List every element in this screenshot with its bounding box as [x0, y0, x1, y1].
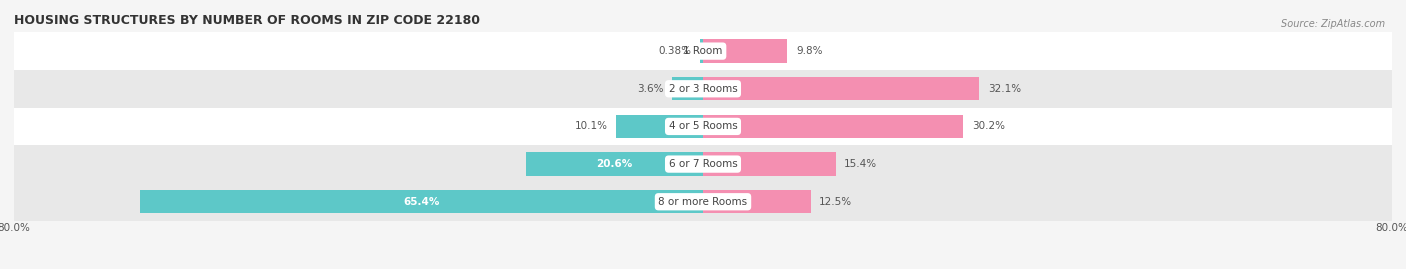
Bar — [703, 115, 963, 138]
Bar — [14, 32, 1392, 70]
Bar — [14, 145, 1392, 183]
Bar — [672, 77, 703, 100]
Text: 65.4%: 65.4% — [404, 197, 440, 207]
Text: 15.4%: 15.4% — [844, 159, 877, 169]
Bar — [703, 153, 835, 176]
Text: 9.8%: 9.8% — [796, 46, 823, 56]
Bar — [139, 190, 703, 213]
Bar — [700, 40, 703, 63]
Text: 20.6%: 20.6% — [596, 159, 633, 169]
Text: 0.38%: 0.38% — [658, 46, 692, 56]
Text: HOUSING STRUCTURES BY NUMBER OF ROOMS IN ZIP CODE 22180: HOUSING STRUCTURES BY NUMBER OF ROOMS IN… — [14, 14, 479, 27]
Text: 32.1%: 32.1% — [988, 84, 1021, 94]
Text: 4 or 5 Rooms: 4 or 5 Rooms — [669, 121, 737, 132]
Bar — [526, 153, 703, 176]
Text: 30.2%: 30.2% — [972, 121, 1005, 132]
Bar — [616, 115, 703, 138]
Bar — [703, 40, 787, 63]
Text: 3.6%: 3.6% — [637, 84, 664, 94]
Text: 6 or 7 Rooms: 6 or 7 Rooms — [669, 159, 737, 169]
Bar — [703, 77, 980, 100]
Text: 12.5%: 12.5% — [820, 197, 852, 207]
Bar — [14, 108, 1392, 145]
Text: 8 or more Rooms: 8 or more Rooms — [658, 197, 748, 207]
Text: Source: ZipAtlas.com: Source: ZipAtlas.com — [1281, 19, 1385, 29]
Bar — [703, 190, 811, 213]
Bar — [14, 70, 1392, 108]
Text: 1 Room: 1 Room — [683, 46, 723, 56]
Legend: Owner-occupied, Renter-occupied: Owner-occupied, Renter-occupied — [591, 268, 815, 269]
Text: 10.1%: 10.1% — [575, 121, 607, 132]
Text: 2 or 3 Rooms: 2 or 3 Rooms — [669, 84, 737, 94]
Bar — [14, 183, 1392, 221]
